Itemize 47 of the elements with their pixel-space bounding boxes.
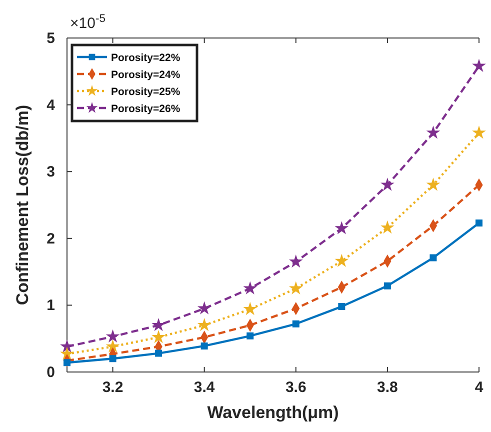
- point: [473, 60, 485, 72]
- point: [382, 178, 394, 190]
- point: [155, 350, 162, 357]
- point: [290, 256, 302, 267]
- x-tick-label: 3.6: [285, 379, 306, 396]
- legend-label: Porosity=26%: [111, 103, 181, 115]
- point: [336, 254, 348, 266]
- point: [198, 302, 210, 314]
- point: [109, 355, 116, 362]
- y-tick-label: 2: [46, 230, 55, 248]
- point: [427, 126, 440, 138]
- point: [476, 220, 482, 227]
- point: [64, 359, 70, 366]
- point: [152, 331, 164, 342]
- point: [473, 126, 485, 138]
- text: ×10$^{-5}$: [70, 13, 106, 32]
- point: [244, 282, 256, 294]
- point: [338, 303, 346, 310]
- legend-label: Porosity=24%: [111, 69, 181, 81]
- x-tick-label: 4: [474, 379, 484, 396]
- y-tick-label: 3: [46, 164, 55, 181]
- point: [427, 178, 440, 190]
- point: [382, 222, 394, 233]
- point: [246, 332, 254, 340]
- point: [61, 340, 73, 352]
- y-axis-title: Confinement Loss(db/m): [13, 104, 32, 306]
- legend-label: Porosity=22%: [111, 52, 181, 64]
- point: [290, 282, 302, 294]
- point: [384, 282, 391, 290]
- point: [292, 320, 300, 328]
- point: [106, 330, 119, 342]
- x-tick-label: 3.8: [377, 379, 398, 396]
- y-tick-label: 0: [46, 364, 55, 381]
- point: [106, 340, 119, 352]
- x-axis-title: Wavelength(μm): [207, 403, 339, 422]
- y-tick-label: 1: [46, 297, 55, 314]
- point: [152, 319, 164, 330]
- x-tick-label: 3.2: [102, 379, 124, 396]
- point: [198, 319, 210, 330]
- legend-label: Porosity=25%: [111, 86, 181, 98]
- point: [430, 254, 437, 262]
- point: [336, 222, 348, 234]
- point: [244, 303, 256, 314]
- y-tick-label: 5: [46, 30, 55, 47]
- x-tick-label: 3.4: [194, 379, 216, 396]
- y-tick-label: 4: [46, 96, 56, 114]
- point: [200, 342, 208, 350]
